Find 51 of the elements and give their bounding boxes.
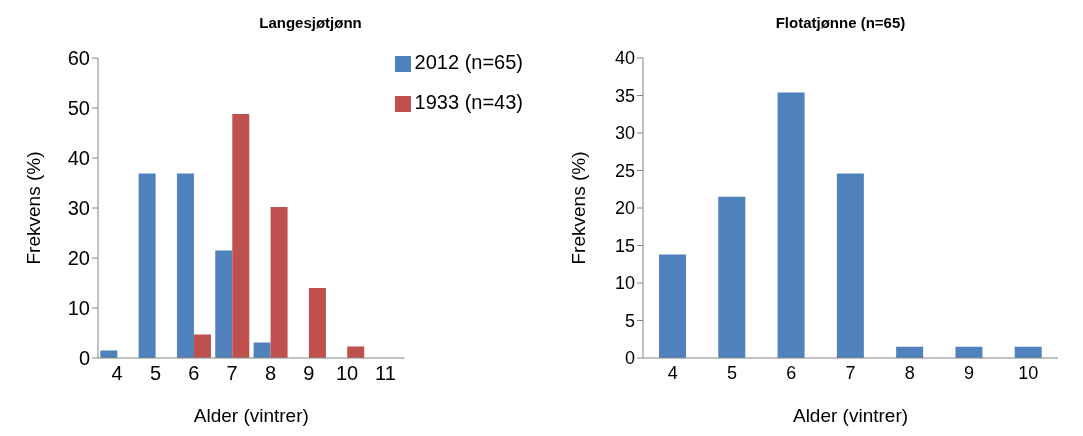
- x-tick-label: 9: [964, 362, 975, 383]
- x-tick-label: 8: [904, 362, 915, 383]
- y-tick-label: 10: [614, 273, 635, 294]
- x-tick-label: 5: [726, 362, 737, 383]
- y-axis-title: Frekvens (%): [567, 151, 589, 265]
- y-tick-label: 35: [614, 85, 635, 106]
- y-tick-label: 20: [614, 198, 635, 219]
- bar: [718, 196, 746, 358]
- x-tick-label: 10: [335, 362, 359, 385]
- bar: [836, 173, 864, 358]
- y-tick-label: 20: [67, 247, 90, 270]
- y-tick-label: 5: [624, 310, 635, 331]
- x-axis-title: Alder (vintrer): [792, 405, 909, 426]
- y-tick-label: 60: [67, 47, 90, 70]
- bar: [215, 250, 233, 358]
- chart-title: Flotatjønne (n=65): [774, 13, 907, 33]
- bar: [308, 288, 326, 358]
- bar: [659, 254, 687, 358]
- bar: [138, 173, 156, 358]
- bar: [193, 334, 211, 358]
- x-tick-label: 6: [188, 362, 200, 385]
- y-tick-label: 0: [78, 347, 90, 370]
- x-tick-label: 11: [375, 362, 396, 385]
- x-tick-label: 9: [303, 362, 315, 385]
- legend-label: 2012 (n=65): [414, 51, 523, 73]
- y-tick-label: 30: [614, 123, 635, 144]
- x-tick-label: 4: [111, 362, 123, 385]
- x-tick-label: 5: [149, 362, 162, 385]
- bar: [176, 173, 194, 358]
- y-axis-title: Frekvens (%): [22, 151, 44, 265]
- bar: [777, 92, 805, 358]
- x-tick-label: 8: [264, 362, 277, 385]
- x-axis-title: Alder (vintrer): [193, 405, 309, 426]
- y-tick-label: 10: [67, 297, 90, 320]
- chart-title: Langesjøtjønn: [258, 13, 363, 33]
- y-tick-label: 30: [67, 197, 90, 220]
- bar: [270, 207, 288, 358]
- bar: [232, 114, 250, 358]
- y-tick-label: 15: [614, 235, 635, 256]
- y-tick-label: 25: [614, 160, 635, 181]
- x-tick-label: 7: [845, 362, 856, 383]
- legend-label: 1933 (n=43): [414, 91, 523, 113]
- y-tick-label: 50: [67, 97, 90, 120]
- x-tick-label: 7: [226, 362, 238, 385]
- x-tick-label: 4: [667, 362, 678, 383]
- y-tick-label: 40: [67, 147, 90, 170]
- y-tick-label: 40: [614, 48, 635, 69]
- x-tick-label: 6: [786, 362, 797, 383]
- x-tick-label: 10: [1018, 362, 1039, 383]
- y-tick-label: 0: [624, 348, 635, 369]
- bar: [253, 342, 271, 358]
